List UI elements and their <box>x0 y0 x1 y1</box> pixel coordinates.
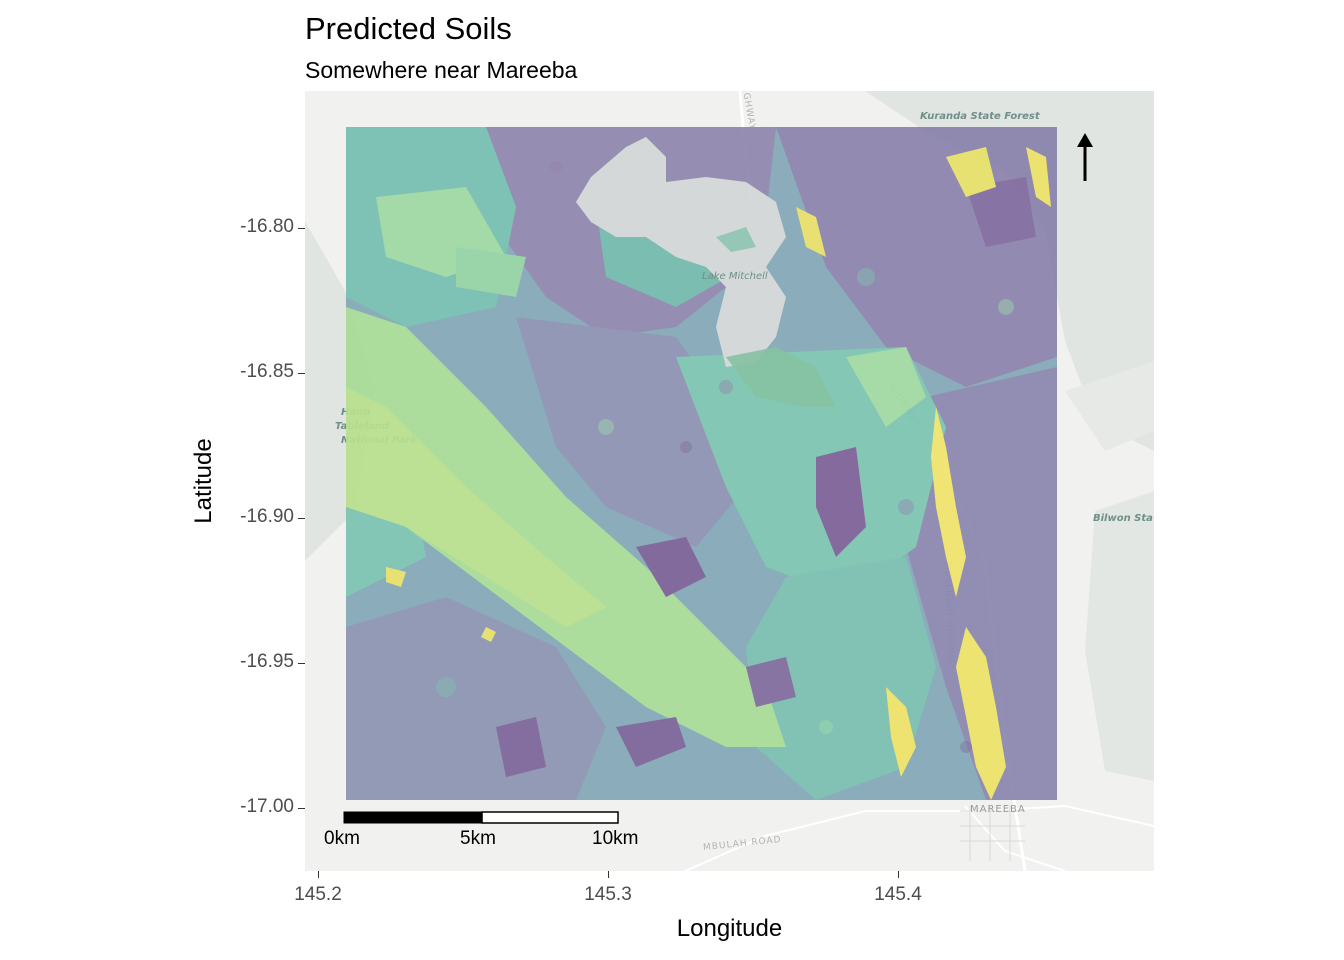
north-arrow-icon <box>1077 133 1093 181</box>
y-tick <box>298 518 305 519</box>
y-tick <box>298 808 305 809</box>
x-tick-label: 145.2 <box>294 884 342 905</box>
scale-label-10: 10km <box>592 828 639 849</box>
x-tick <box>898 871 899 878</box>
scale-label-5: 5km <box>460 828 496 849</box>
y-tick <box>298 663 305 664</box>
y-tick <box>298 228 305 229</box>
x-axis-title: Longitude <box>676 915 783 942</box>
lake-label: Lake Mitchell <box>702 271 768 282</box>
y-tick-label: -16.85 <box>240 361 294 382</box>
bilwon-label: Bilwon Sta <box>1093 513 1153 524</box>
basemap <box>305 91 1154 871</box>
x-tick <box>608 871 609 878</box>
y-tick-label: -16.90 <box>240 506 294 527</box>
soil-raster <box>346 127 1057 800</box>
y-tick-label: -16.80 <box>240 216 294 237</box>
scale-label-0: 0km <box>324 828 360 849</box>
scale-bar <box>343 811 619 824</box>
plot-title: Predicted Soils <box>305 11 512 46</box>
plot-subtitle: Somewhere near Mareeba <box>305 57 578 83</box>
y-tick-label: -16.95 <box>240 651 294 672</box>
x-tick <box>318 871 319 878</box>
x-tick-label: 145.3 <box>584 884 632 905</box>
y-tick <box>298 373 305 374</box>
x-tick-label: 145.4 <box>874 884 922 905</box>
town-label: MAREEBA <box>970 804 1026 815</box>
y-tick-label: -17.00 <box>240 796 294 817</box>
forest-label: Kuranda State Forest <box>920 111 1040 122</box>
y-axis-title: Latitude <box>190 438 217 524</box>
map-panel[interactable]: Kuranda State Forest Hann Tableland Nati… <box>305 91 1154 871</box>
